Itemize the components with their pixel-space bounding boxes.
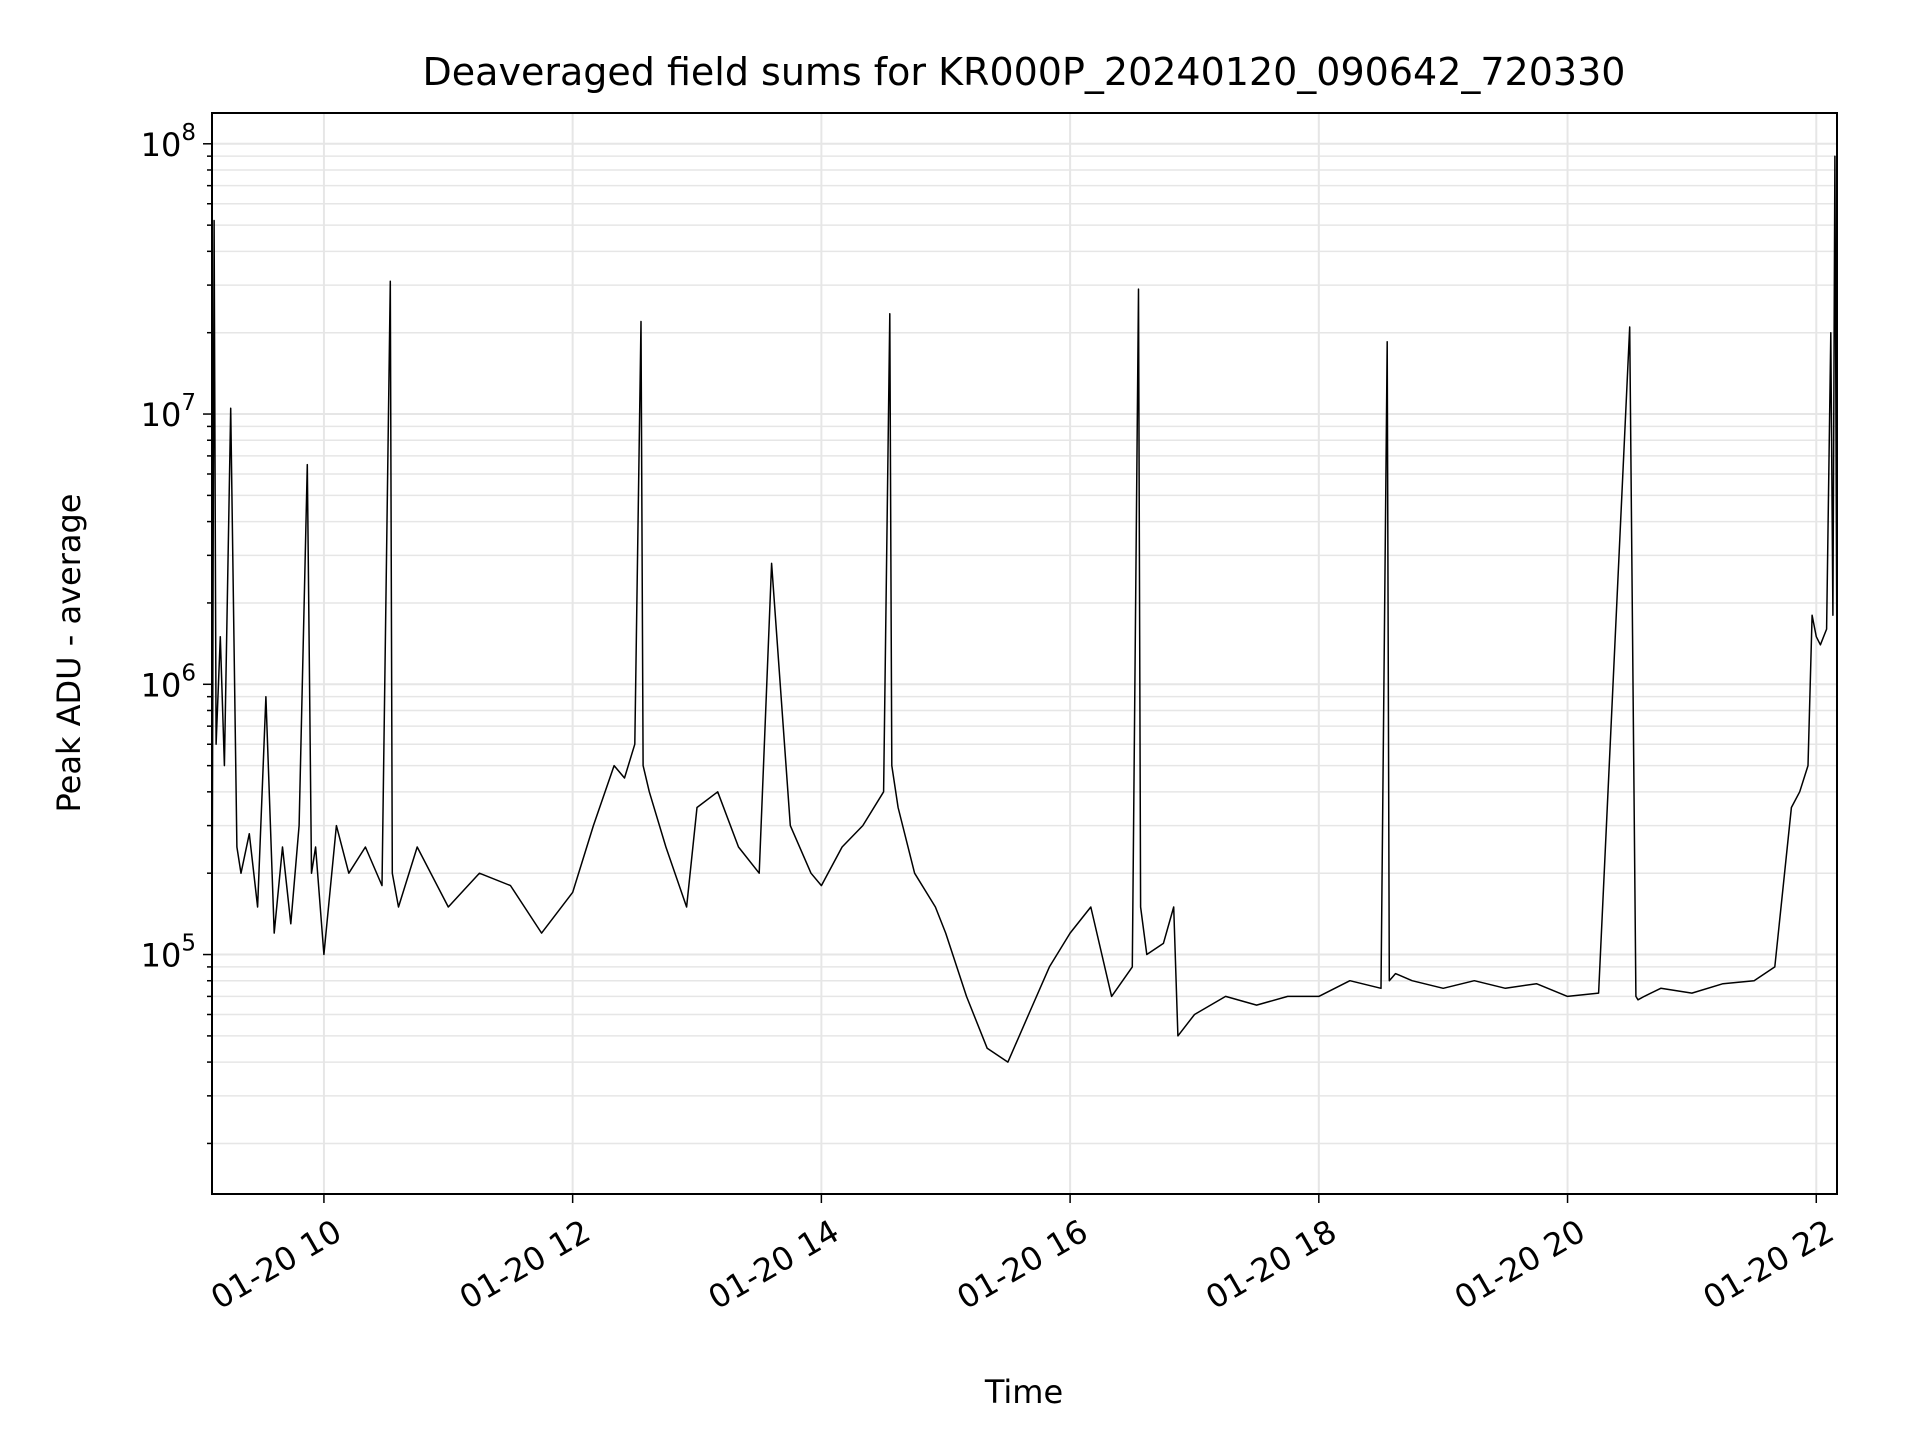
y-tick-label: 106 [141, 660, 196, 704]
x-tick-label: 01-20 12 [453, 1212, 597, 1317]
x-tick-label: 01-20 16 [951, 1212, 1095, 1317]
x-tick-label: 01-20 22 [1697, 1212, 1841, 1317]
y-tick-base: 10 [141, 937, 182, 975]
x-tick-label: 01-20 14 [702, 1212, 846, 1317]
x-tick-label: 01-20 18 [1199, 1212, 1343, 1317]
series-line-group [211, 155, 1838, 1063]
y-tick-exponent: 6 [181, 660, 196, 686]
y-tick-exponent: 7 [181, 390, 196, 416]
series-line [211, 155, 1838, 1063]
chart-title: Deaveraged field sums for KR000P_2024012… [423, 50, 1626, 94]
x-tick-label: 01-20 10 [204, 1212, 348, 1317]
y-tick-label: 107 [141, 390, 196, 434]
x-tick-label: 01-20 20 [1448, 1212, 1592, 1317]
y-tick-base: 10 [141, 666, 182, 704]
plot-frame [211, 112, 1838, 1195]
y-tick-base: 10 [141, 126, 182, 164]
y-tick-exponent: 8 [181, 120, 196, 146]
grid-lines [212, 113, 1837, 1194]
y-tick-label: 105 [141, 931, 196, 975]
y-tick-exponent: 5 [181, 931, 196, 957]
x-axis: 01-20 10 01-20 12 01-20 14 01-20 16 01-20 18… [204, 1194, 1840, 1317]
x-axis-label: Time [984, 1373, 1063, 1411]
y-tick-base: 10 [141, 396, 182, 434]
y-tick-label: 108 [141, 120, 196, 164]
y-axis-label: Peak ADU - average [50, 494, 88, 813]
